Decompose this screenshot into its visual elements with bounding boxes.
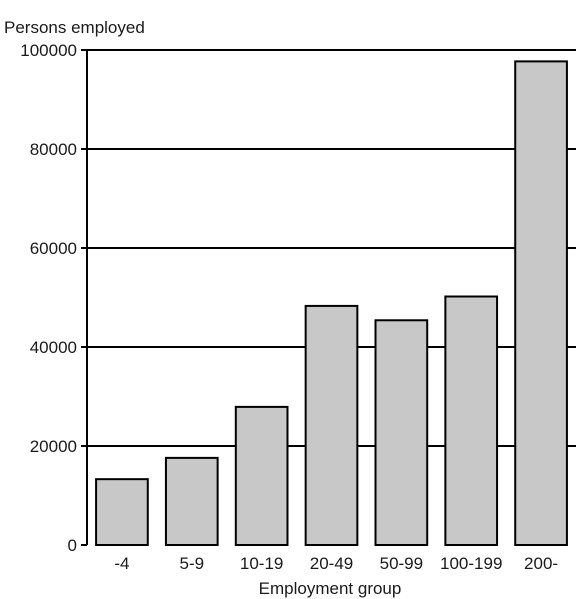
bar-20-49 — [304, 304, 359, 547]
y-axis-ticks: 0 20000 40000 60000 80000 100000 — [20, 41, 77, 555]
x-tick-label: 100-199 — [440, 554, 502, 573]
x-tick-label: 20-49 — [310, 554, 353, 573]
bar-50-99 — [374, 319, 429, 546]
x-tick-label: 50-99 — [380, 554, 423, 573]
y-tick-label: 80000 — [30, 140, 77, 159]
bar--4 — [95, 478, 149, 547]
x-axis-ticks: -4 5-9 10-19 20-49 50-99 100-199 200- — [114, 554, 558, 573]
x-tick-label: 10-19 — [240, 554, 283, 573]
x-tick-label: 5-9 — [179, 554, 204, 573]
x-axis-title: Employment group — [259, 579, 402, 598]
bar-5-9 — [164, 456, 219, 547]
y-axis-title: Persons employed — [4, 18, 145, 37]
y-tick-label: 20000 — [30, 437, 77, 456]
bars — [95, 60, 568, 547]
bar-10-19 — [234, 405, 289, 546]
x-tick-label: 200- — [524, 554, 558, 573]
y-tick-label: 40000 — [30, 338, 77, 357]
bar-200- — [514, 60, 568, 546]
x-tick-label: -4 — [114, 554, 129, 573]
bar-100-199 — [444, 295, 499, 547]
y-tick-label: 0 — [68, 536, 77, 555]
y-tick-label: 100000 — [20, 41, 77, 60]
y-tick-label: 60000 — [30, 239, 77, 258]
